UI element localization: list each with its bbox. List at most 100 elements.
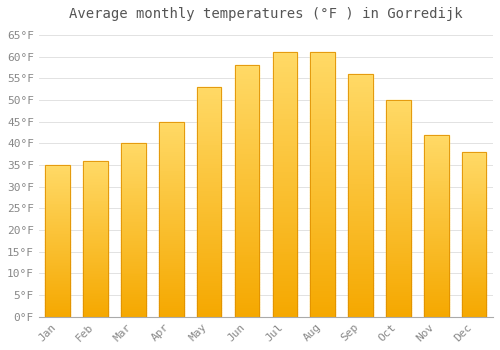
Bar xyxy=(348,273,373,275)
Bar xyxy=(46,165,70,317)
Bar xyxy=(234,254,260,257)
Bar xyxy=(386,206,410,208)
Bar xyxy=(234,70,260,73)
Bar xyxy=(84,189,108,190)
Bar xyxy=(272,84,297,87)
Bar xyxy=(310,182,335,184)
Bar xyxy=(310,89,335,92)
Bar xyxy=(462,230,486,231)
Bar xyxy=(121,296,146,298)
Bar xyxy=(272,174,297,177)
Bar xyxy=(310,132,335,134)
Bar xyxy=(84,278,108,279)
Bar xyxy=(234,128,260,131)
Bar xyxy=(159,315,184,317)
Bar xyxy=(46,295,70,297)
Bar xyxy=(121,164,146,166)
Bar xyxy=(386,239,410,241)
Bar xyxy=(234,302,260,304)
Bar xyxy=(159,153,184,155)
Bar xyxy=(159,248,184,251)
Bar xyxy=(159,132,184,133)
Bar xyxy=(46,243,70,244)
Bar xyxy=(121,215,146,216)
Bar xyxy=(84,273,108,275)
Bar xyxy=(424,253,448,255)
Bar xyxy=(386,213,410,215)
Bar xyxy=(84,214,108,215)
Bar xyxy=(348,302,373,304)
Bar xyxy=(386,172,410,174)
Bar xyxy=(272,261,297,264)
Bar xyxy=(462,249,486,251)
Bar xyxy=(159,237,184,239)
Bar xyxy=(234,98,260,100)
Bar xyxy=(272,230,297,232)
Bar xyxy=(310,235,335,237)
Bar xyxy=(386,234,410,237)
Bar xyxy=(348,186,373,188)
Bar xyxy=(197,149,222,151)
Bar xyxy=(234,121,260,123)
Bar xyxy=(197,96,222,98)
Bar xyxy=(159,278,184,280)
Bar xyxy=(84,270,108,272)
Bar xyxy=(462,188,486,190)
Bar xyxy=(159,311,184,313)
Bar xyxy=(46,208,70,209)
Bar xyxy=(424,268,448,270)
Bar xyxy=(159,122,184,317)
Bar xyxy=(310,60,335,63)
Bar xyxy=(424,289,448,291)
Bar xyxy=(234,88,260,90)
Bar xyxy=(234,206,260,209)
Bar xyxy=(121,161,146,162)
Bar xyxy=(46,279,70,280)
Bar xyxy=(121,218,146,220)
Bar xyxy=(310,71,335,74)
Bar xyxy=(197,216,222,218)
Bar xyxy=(84,208,108,209)
Bar xyxy=(386,271,410,273)
Bar xyxy=(234,163,260,166)
Bar xyxy=(386,230,410,232)
Bar xyxy=(234,75,260,78)
Bar xyxy=(84,234,108,236)
Bar xyxy=(348,174,373,176)
Bar xyxy=(121,176,146,178)
Bar xyxy=(272,282,297,285)
Bar xyxy=(84,253,108,254)
Bar xyxy=(121,261,146,263)
Bar xyxy=(197,259,222,262)
Bar xyxy=(46,314,70,315)
Bar xyxy=(310,84,335,87)
Bar xyxy=(234,65,260,68)
Bar xyxy=(386,115,410,117)
Bar xyxy=(84,293,108,295)
Bar xyxy=(159,159,184,161)
Bar xyxy=(348,169,373,171)
Bar xyxy=(424,202,448,204)
Bar xyxy=(46,167,70,168)
Bar xyxy=(462,246,486,247)
Bar xyxy=(234,236,260,239)
Bar xyxy=(234,174,260,176)
Bar xyxy=(310,190,335,193)
Bar xyxy=(386,182,410,184)
Bar xyxy=(310,208,335,211)
Bar xyxy=(197,147,222,149)
Bar xyxy=(197,177,222,179)
Bar xyxy=(121,213,146,215)
Bar xyxy=(46,227,70,229)
Bar xyxy=(348,254,373,256)
Bar xyxy=(424,280,448,282)
Bar xyxy=(424,149,448,151)
Bar xyxy=(121,242,146,244)
Bar xyxy=(46,311,70,312)
Bar xyxy=(462,187,486,188)
Bar xyxy=(386,275,410,278)
Bar xyxy=(348,159,373,161)
Bar xyxy=(46,194,70,195)
Bar xyxy=(310,113,335,116)
Bar xyxy=(84,259,108,261)
